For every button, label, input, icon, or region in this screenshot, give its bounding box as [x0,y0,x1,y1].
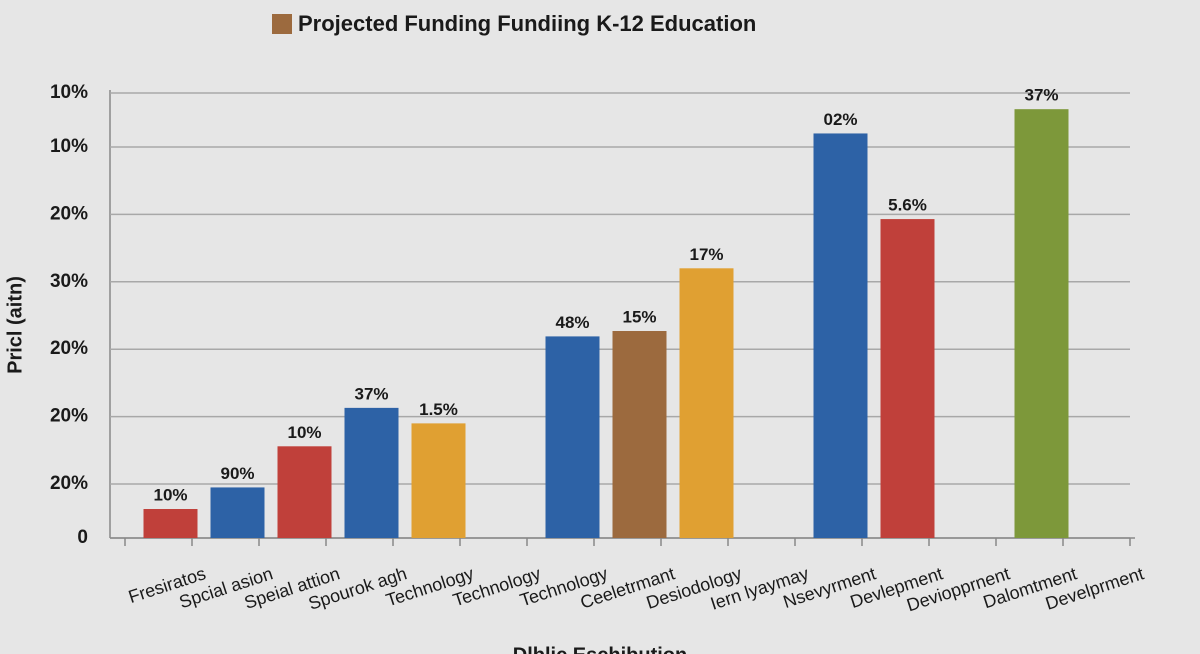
bar-label: 37% [1024,86,1058,105]
bar [210,487,265,538]
bar-label: 37% [354,384,388,403]
y-axis-title: Pricl (aitn) [4,276,26,374]
y-tick-label: 30% [50,271,88,292]
x-axis-title: Dlblic Eschibution [513,644,687,654]
bar-label: 90% [220,464,254,483]
bar [277,446,332,538]
bar [880,219,935,539]
bar [612,331,667,538]
bar [411,423,466,538]
bar-label: 15% [622,307,656,326]
y-tick-label: 20% [50,338,88,359]
y-tick-label: 20% [50,203,88,224]
bar-label: 10% [287,423,321,442]
bar [344,407,399,538]
bar-label: 10% [153,485,187,504]
bar [1014,109,1069,538]
bar [143,509,198,538]
bar-label: 48% [555,313,589,332]
y-tick-label: 10% [50,136,88,157]
chart-title: Projected Funding Fundiing K-12 Educatio… [298,11,756,36]
y-tick-label: 20% [50,406,88,427]
bar-label: 02% [823,110,857,129]
bar [813,133,868,539]
legend-swatch [272,14,292,34]
bar-label: 17% [689,245,723,264]
bar-label: 5.6% [888,196,927,215]
y-tick-label: 10% [50,82,88,103]
bar [679,268,734,538]
bar [545,336,600,538]
y-tick-label: 20% [50,473,88,494]
bar-label: 1.5% [419,400,458,419]
y-tick-label: 0 [77,527,88,548]
